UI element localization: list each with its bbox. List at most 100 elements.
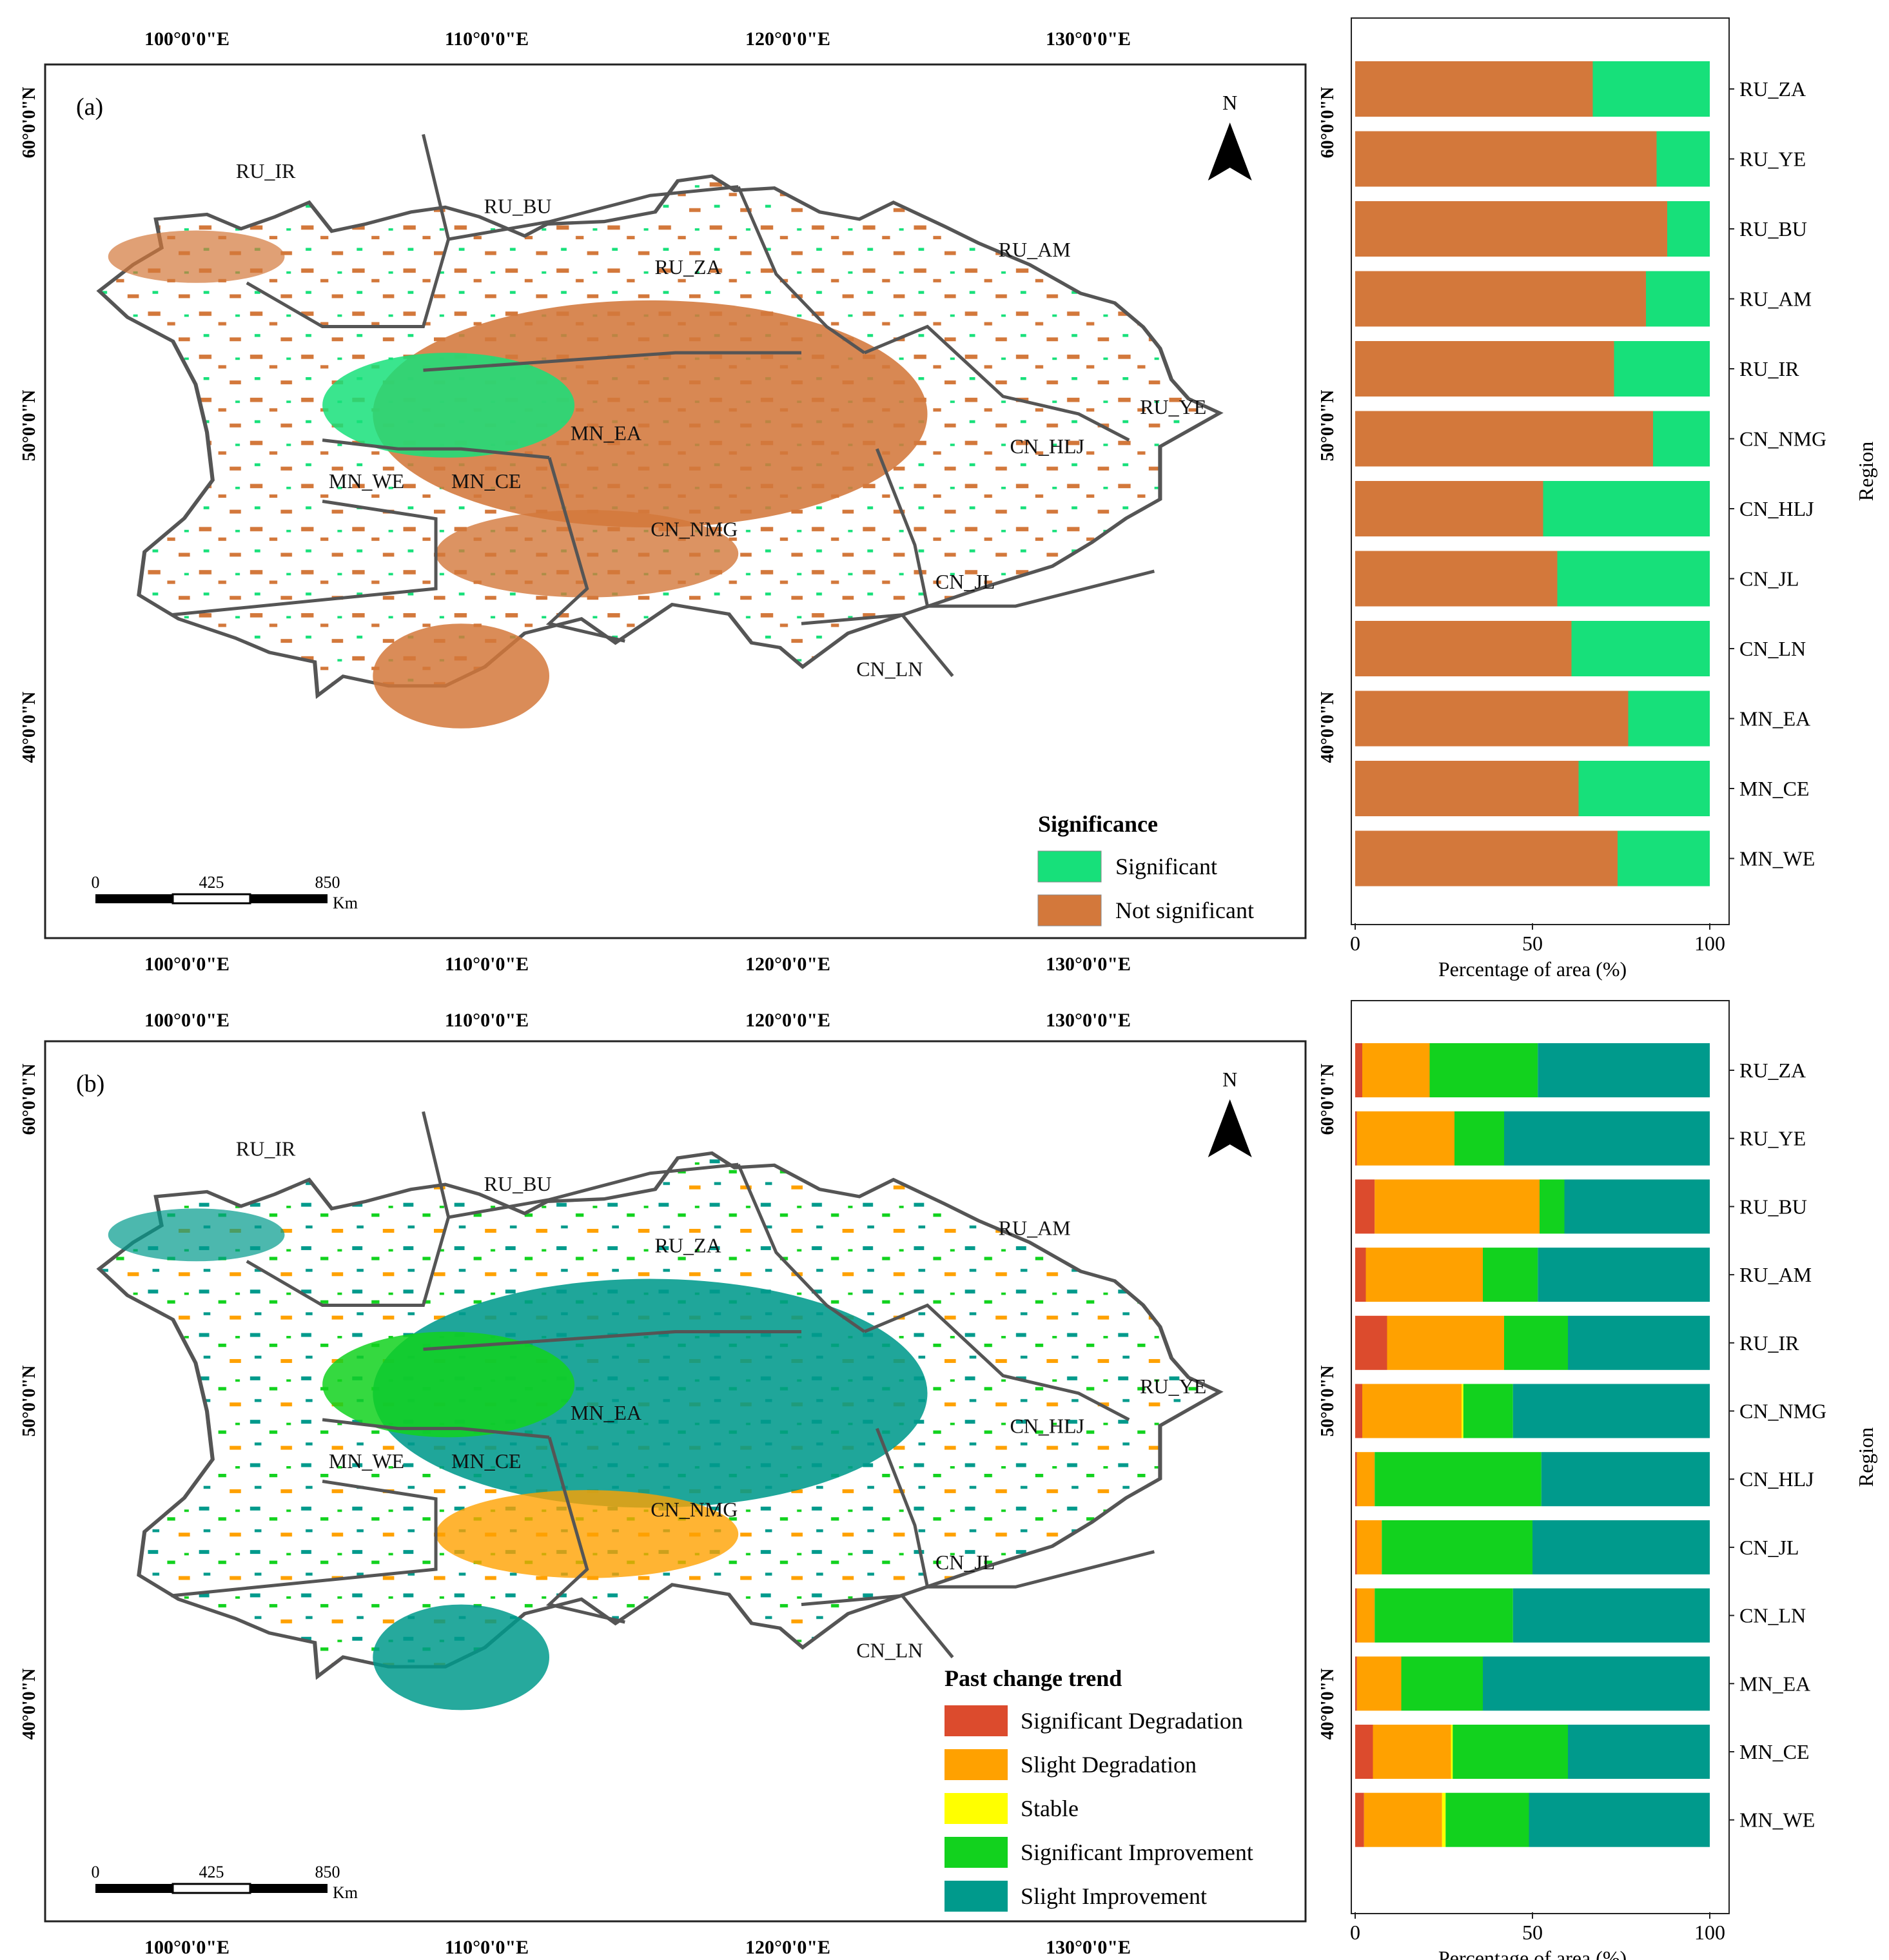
scale-bar <box>95 1884 173 1893</box>
bar-segment-significant <box>1628 691 1710 747</box>
longitude-tick-top: 100°0'0"E <box>144 1010 230 1031</box>
dense-core-cluster <box>436 510 739 598</box>
bar-segment-significant-improvement <box>1454 1111 1504 1166</box>
latitude-tick-left: 40°0'0"N <box>19 692 39 763</box>
bar-segment-slight-degradation <box>1356 1656 1402 1711</box>
category-label: RU_YE <box>1739 1127 1806 1150</box>
latitude-tick-right: 50°0'0"N <box>1318 390 1338 462</box>
legend-label: Significant Improvement <box>1021 1839 1253 1865</box>
bar-segment-significant <box>1667 201 1710 257</box>
dense-core-cluster <box>108 230 285 283</box>
bar-segment-significant-degradation <box>1355 1248 1366 1302</box>
panel-label: (a) <box>76 93 103 121</box>
longitude-tick-top: 130°0'0"E <box>1046 1010 1131 1031</box>
bar-segment-significant <box>1571 621 1710 676</box>
scale-tick: 0 <box>92 873 100 892</box>
x-tick-label: 50 <box>1522 932 1543 955</box>
category-label: RU_IR <box>1739 1331 1799 1355</box>
legend-swatch <box>944 1793 1008 1824</box>
north-arrow-icon <box>1208 1099 1252 1157</box>
latitude-tick-left: 50°0'0"N <box>19 1366 39 1437</box>
category-label: RU_ZA <box>1739 77 1806 101</box>
legend-label: Not significant <box>1115 897 1254 923</box>
longitude-tick-bottom: 100°0'0"E <box>144 1937 230 1958</box>
scale-tick: 425 <box>199 873 224 892</box>
bar-segment-not-significant <box>1355 830 1618 887</box>
scale-unit: Km <box>333 1883 358 1902</box>
bar-segment-slight-improvement <box>1568 1725 1710 1779</box>
legend-label: Significant <box>1115 854 1217 879</box>
region-boundary <box>448 1162 739 1219</box>
scale-bar <box>171 893 251 905</box>
latitude-tick-left: 60°0'0"N <box>19 87 39 159</box>
scale-unit: Km <box>333 894 358 912</box>
x-tick-label: 50 <box>1522 1921 1543 1944</box>
legend-label: Slight Degradation <box>1021 1752 1197 1778</box>
longitude-tick-bottom: 110°0'0"E <box>445 1937 529 1958</box>
region-label-ru_bu: RU_BU <box>484 1172 552 1195</box>
bar-segment-slight-improvement <box>1568 1315 1710 1370</box>
latitude-tick-right: 40°0'0"N <box>1318 692 1338 763</box>
longitude-tick-bottom: 120°0'0"E <box>745 1937 830 1958</box>
longitude-tick-top: 120°0'0"E <box>745 28 830 50</box>
bar-segment-slight-degradation <box>1356 1588 1375 1643</box>
bar-segment-significant-degradation <box>1355 1792 1364 1847</box>
region-label-ru_am: RU_AM <box>999 238 1071 261</box>
x-tick-label: 100 <box>1694 932 1725 955</box>
panel-label: (b) <box>76 1070 104 1097</box>
region-boundary <box>801 613 954 678</box>
region-label-cn_ln: CN_LN <box>856 1639 923 1662</box>
region-boundary <box>448 185 739 241</box>
bar-segment-significant-degradation <box>1355 1588 1357 1643</box>
scale-tick: 850 <box>315 873 340 892</box>
x-tick-label: 0 <box>1350 932 1360 955</box>
legend-label: Significant Degradation <box>1021 1708 1243 1734</box>
bar-segment-significant-degradation <box>1355 1111 1357 1166</box>
bar-segment-slight-improvement <box>1529 1792 1710 1847</box>
bar-segment-slight-improvement <box>1532 1520 1710 1574</box>
category-label: RU_ZA <box>1739 1059 1806 1082</box>
bar-segment-significant <box>1543 481 1710 536</box>
region-boundary <box>171 500 438 617</box>
region-label-cn_jl: CN_JL <box>935 1551 995 1574</box>
legend-label: Slight Improvement <box>1021 1883 1207 1909</box>
dense-core-cluster <box>373 300 928 528</box>
scale-tick: 850 <box>315 1863 340 1881</box>
longitude-tick-bottom: 110°0'0"E <box>445 954 529 975</box>
region-label-ru_ir: RU_IR <box>236 1137 296 1160</box>
bar-segment-significant-improvement <box>1382 1520 1532 1574</box>
bar-segment-significant-degradation <box>1355 1725 1373 1779</box>
bar-segment-not-significant <box>1355 761 1579 816</box>
bar-segment-significant-improvement <box>1445 1792 1529 1847</box>
scale-bar <box>95 894 173 903</box>
y-axis-label: Region <box>1854 1427 1877 1487</box>
dense-core-cluster <box>322 1331 575 1438</box>
category-label: CN_NMG <box>1739 427 1826 451</box>
bar-segment-not-significant <box>1355 621 1572 676</box>
category-label: MN_CE <box>1739 1740 1809 1763</box>
legend-title: Significance <box>1038 811 1158 837</box>
dense-core-cluster <box>322 353 575 458</box>
region-label-mn_ea: MN_EA <box>571 422 641 445</box>
bar-segment-significant <box>1653 411 1710 467</box>
category-label: RU_BU <box>1739 1195 1807 1218</box>
region-label-ru_ir: RU_IR <box>236 159 296 182</box>
region-boundary <box>545 1436 625 1624</box>
region-label-ru_am: RU_AM <box>999 1216 1071 1239</box>
dense-core-cluster <box>108 1208 285 1262</box>
bar-segment-slight-degradation <box>1362 1043 1430 1097</box>
bar-segment-slight-improvement <box>1541 1452 1710 1507</box>
region-label-mn_ce: MN_CE <box>451 469 521 493</box>
scale-bar <box>250 1884 328 1893</box>
stacked-bar-chart-b: RU_ZA RU_YE RU_BU RU_AM RU_IR CN_NMG CN_HLJ CN_… <box>1350 1000 1877 1960</box>
region-label-cn_jl: CN_JL <box>935 570 995 593</box>
category-label: CN_JL <box>1739 567 1799 591</box>
latitude-tick-left: 60°0'0"N <box>19 1064 39 1135</box>
category-label: MN_EA <box>1739 1672 1810 1695</box>
dense-core-cluster <box>373 623 550 729</box>
bar-segment-significant-degradation <box>1355 1315 1387 1370</box>
bar-segment-significant <box>1646 271 1710 327</box>
longitude-tick-top: 110°0'0"E <box>445 28 529 50</box>
bar-segment-not-significant <box>1355 201 1667 257</box>
